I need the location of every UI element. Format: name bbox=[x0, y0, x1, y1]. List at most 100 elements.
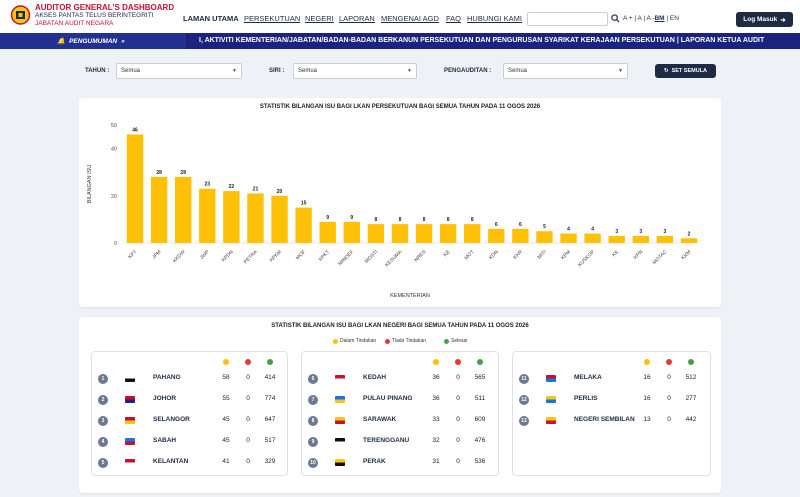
bar-kkm bbox=[680, 238, 698, 243]
legend-dot-red bbox=[385, 338, 390, 344]
nav-hubungi-kami[interactable]: HUBUNGI KAMI bbox=[467, 14, 523, 23]
y-axis-title: BILANGAN ISU bbox=[87, 165, 93, 204]
legend-dot-green bbox=[444, 338, 449, 344]
state-flag-icon bbox=[335, 417, 345, 424]
reset-button[interactable]: ↻ SET SEMULA bbox=[655, 64, 716, 78]
state-name[interactable]: MELAKA bbox=[574, 374, 602, 381]
x-tick-label: KPKT bbox=[318, 249, 331, 262]
x-tick-label: KKR bbox=[512, 249, 524, 261]
search-input[interactable] bbox=[527, 12, 608, 26]
legend-tiada-tindakan: Tiada Tindakan bbox=[385, 338, 426, 344]
bar-kpn bbox=[632, 235, 649, 243]
y-tick-label: 20 bbox=[111, 194, 117, 200]
x-tick-label: PETRA bbox=[243, 249, 260, 266]
row-number-badge: 2 bbox=[98, 395, 108, 405]
top-header: AUDITOR GENERAL'S DASHBOARD AKSES PANTAS… bbox=[0, 0, 800, 33]
brand-title: AUDITOR GENERAL'S DASHBOARD bbox=[35, 3, 175, 12]
count-tiada-tindakan: 0 bbox=[456, 437, 460, 444]
filter-siri-label: SIRI : bbox=[269, 68, 285, 74]
row-number-badge: 6 bbox=[308, 374, 318, 384]
legend-selesai: Selesai bbox=[444, 338, 467, 344]
font-smaller-button[interactable]: A - bbox=[646, 15, 655, 22]
state-name[interactable]: PAHANG bbox=[153, 374, 181, 381]
count-selesai: 442 bbox=[685, 416, 697, 423]
state-name[interactable]: PULAU PINANG bbox=[363, 395, 413, 402]
state-panel-2 bbox=[301, 351, 499, 476]
count-selesai: 517 bbox=[264, 437, 276, 444]
state-name[interactable]: SELANGOR bbox=[153, 416, 190, 423]
column-dot-tiada-tindakan bbox=[245, 359, 251, 365]
login-button[interactable]: Log Masuk ➜ bbox=[736, 12, 793, 27]
bar-value-label: 20 bbox=[277, 189, 283, 195]
bar-kk bbox=[608, 235, 625, 243]
bar-nres bbox=[415, 224, 433, 243]
state-name[interactable]: KEDAH bbox=[363, 374, 387, 381]
count-selesai: 512 bbox=[685, 374, 697, 381]
federal-chart-title: STATISTIK BILANGAN ISU BAGI LKAN PERSEKU… bbox=[259, 104, 541, 110]
bar-value-label: 21 bbox=[253, 186, 259, 192]
state-name[interactable]: KELANTAN bbox=[153, 458, 189, 465]
count-selesai: 329 bbox=[264, 458, 276, 465]
filter-pengauditan-value: Semua bbox=[508, 68, 528, 74]
announcement-label-box: 🔔 PENGUMUMAN » bbox=[0, 33, 186, 49]
state-flag-icon bbox=[546, 417, 556, 424]
announcement-text[interactable]: I, AKTIVITI KEMENTERIAN/JABATAN/BADAN-BA… bbox=[199, 37, 765, 44]
column-dot-selesai bbox=[267, 359, 273, 365]
bar-kpm bbox=[560, 233, 577, 243]
state-name[interactable]: NEGERI SEMBILAN bbox=[574, 416, 635, 423]
filter-siri-select[interactable]: Semua ▼ bbox=[293, 63, 417, 79]
brand-block[interactable]: AUDITOR GENERAL'S DASHBOARD AKSES PANTAS… bbox=[35, 4, 174, 27]
row-number-badge: 10 bbox=[308, 458, 318, 468]
count-tiada-tindakan: 0 bbox=[246, 437, 250, 444]
bar-jwp bbox=[199, 188, 216, 243]
state-flag-icon bbox=[546, 396, 556, 403]
count-dalam-tindakan: 33 bbox=[432, 416, 440, 423]
nav-laporan[interactable]: LAPORAN bbox=[339, 14, 375, 23]
font-larger-button[interactable]: A + bbox=[623, 15, 633, 22]
bar-kpdn bbox=[223, 191, 240, 243]
count-dalam-tindakan: 36 bbox=[432, 395, 440, 402]
bar-value-label: 5 bbox=[543, 224, 546, 230]
state-name[interactable]: TERENGGANU bbox=[363, 437, 410, 444]
column-dot-dalam-tindakan bbox=[433, 359, 439, 365]
state-name[interactable]: SARAWAK bbox=[363, 416, 397, 423]
nav-mengenai-agd[interactable]: MENGENAI AGD bbox=[381, 14, 439, 23]
column-dot-selesai bbox=[477, 359, 483, 365]
count-tiada-tindakan: 0 bbox=[667, 416, 671, 423]
state-name[interactable]: PERAK bbox=[363, 458, 386, 465]
search-icon[interactable] bbox=[611, 14, 620, 23]
count-tiada-tindakan: 0 bbox=[456, 374, 460, 381]
count-dalam-tindakan: 13 bbox=[643, 416, 651, 423]
bar-kuskop bbox=[584, 233, 601, 243]
filter-pengauditan-label: PENGAUDITAN : bbox=[444, 68, 492, 74]
count-selesai: 476 bbox=[474, 437, 486, 444]
column-dot-selesai bbox=[688, 359, 694, 365]
bar-mot bbox=[464, 224, 481, 243]
count-tiada-tindakan: 0 bbox=[246, 458, 250, 465]
lang-bm-button[interactable]: BM bbox=[654, 15, 665, 22]
nav-faq[interactable]: FAQ bbox=[446, 14, 462, 23]
state-name[interactable]: JOHOR bbox=[153, 395, 177, 402]
jabatan-audit-crest-icon[interactable] bbox=[9, 4, 32, 26]
state-name[interactable]: SABAH bbox=[153, 437, 177, 444]
state-stats-title: STATISTIK BILANGAN ISU BAGI LKAN NEGERI … bbox=[271, 323, 529, 329]
filter-pengauditan-select[interactable]: Semua ▼ bbox=[503, 63, 628, 79]
lang-en-button[interactable]: EN bbox=[669, 15, 679, 22]
bar-value-label: 23 bbox=[205, 182, 211, 188]
nav-persekutuan[interactable]: PERSEKUTUAN bbox=[244, 14, 301, 23]
nav-laman-utama[interactable]: LAMAN UTAMA bbox=[183, 14, 239, 23]
count-selesai: 647 bbox=[264, 416, 276, 423]
login-label: Log Masuk bbox=[743, 16, 778, 23]
bar-kpt bbox=[126, 134, 144, 243]
row-number-badge: 3 bbox=[98, 416, 108, 426]
state-panel-1 bbox=[91, 351, 288, 476]
x-tick-label: KKDW bbox=[172, 249, 187, 264]
state-name[interactable]: PERLIS bbox=[574, 395, 598, 402]
nav-negeri[interactable]: NEGERI bbox=[305, 14, 334, 23]
chevron-down-icon: ▼ bbox=[232, 68, 237, 74]
filter-tahun-select[interactable]: Semua ▼ bbox=[116, 63, 242, 79]
count-dalam-tindakan: 45 bbox=[222, 437, 230, 444]
x-tick-label: KPT bbox=[127, 249, 138, 260]
font-normal-button[interactable]: A bbox=[637, 15, 642, 22]
bar-kpkm bbox=[271, 195, 288, 243]
